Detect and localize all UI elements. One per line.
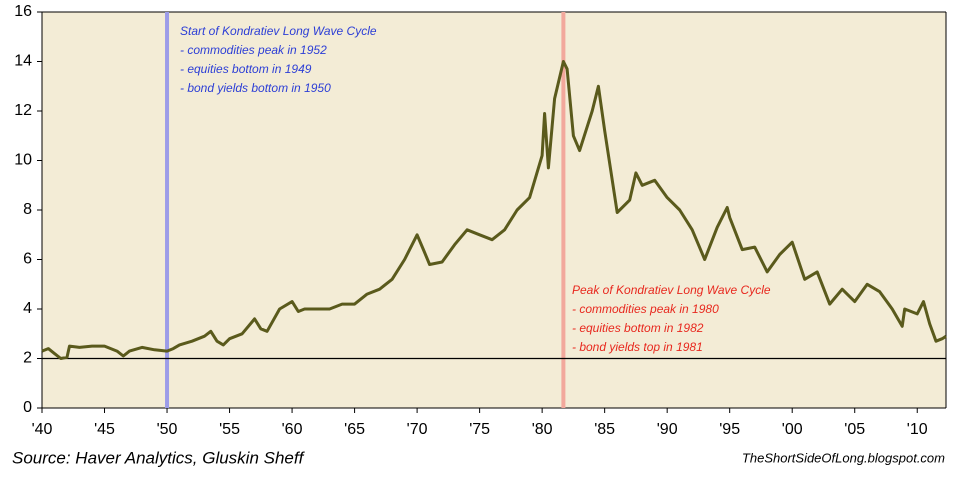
annotation: - equities bottom in 1982 [572,321,704,335]
x-tick-label: '05 [844,421,865,438]
x-tick-label: '90 [657,421,678,438]
y-tick-label: 10 [14,152,32,169]
credit: TheShortSideOfLong.blogspot.com [742,450,945,465]
y-tick-label: 12 [14,102,32,119]
x-tick-label: '40 [32,421,53,438]
y-tick-label: 0 [23,399,32,416]
y-tick-label: 4 [23,300,32,317]
x-tick-label: '10 [907,421,928,438]
annotation: - equities bottom in 1949 [180,62,312,76]
source: Source: Haver Analytics, Gluskin Sheff [12,448,306,467]
x-tick-label: '50 [157,421,178,438]
y-tick-label: 2 [23,350,32,367]
y-tick-label: 8 [23,201,32,218]
y-tick-label: 14 [14,53,32,70]
annotation: Start of Kondratiev Long Wave Cycle [180,24,377,38]
x-tick-label: '45 [94,421,115,438]
y-tick-label: 6 [23,251,32,268]
annotation: - commodities peak in 1980 [572,302,719,316]
x-tick-label: '00 [782,421,803,438]
data-line [41,60,947,360]
x-tick-label: '65 [344,421,365,438]
annotation: Peak of Kondratiev Long Wave Cycle [572,283,771,297]
x-tick-label: '75 [469,421,490,438]
x-tick-label: '70 [407,421,428,438]
annotation: - commodities peak in 1952 [180,43,327,57]
x-tick-label: '60 [282,421,303,438]
y-tick-label: 16 [14,3,32,20]
annotation: - bond yields top in 1981 [572,340,703,354]
x-tick-label: '85 [594,421,615,438]
x-tick-label: '80 [532,421,553,438]
annotation: - bond yields bottom in 1950 [180,81,331,95]
x-tick-label: '55 [219,421,240,438]
x-tick-label: '95 [719,421,740,438]
plot-area [42,12,946,408]
